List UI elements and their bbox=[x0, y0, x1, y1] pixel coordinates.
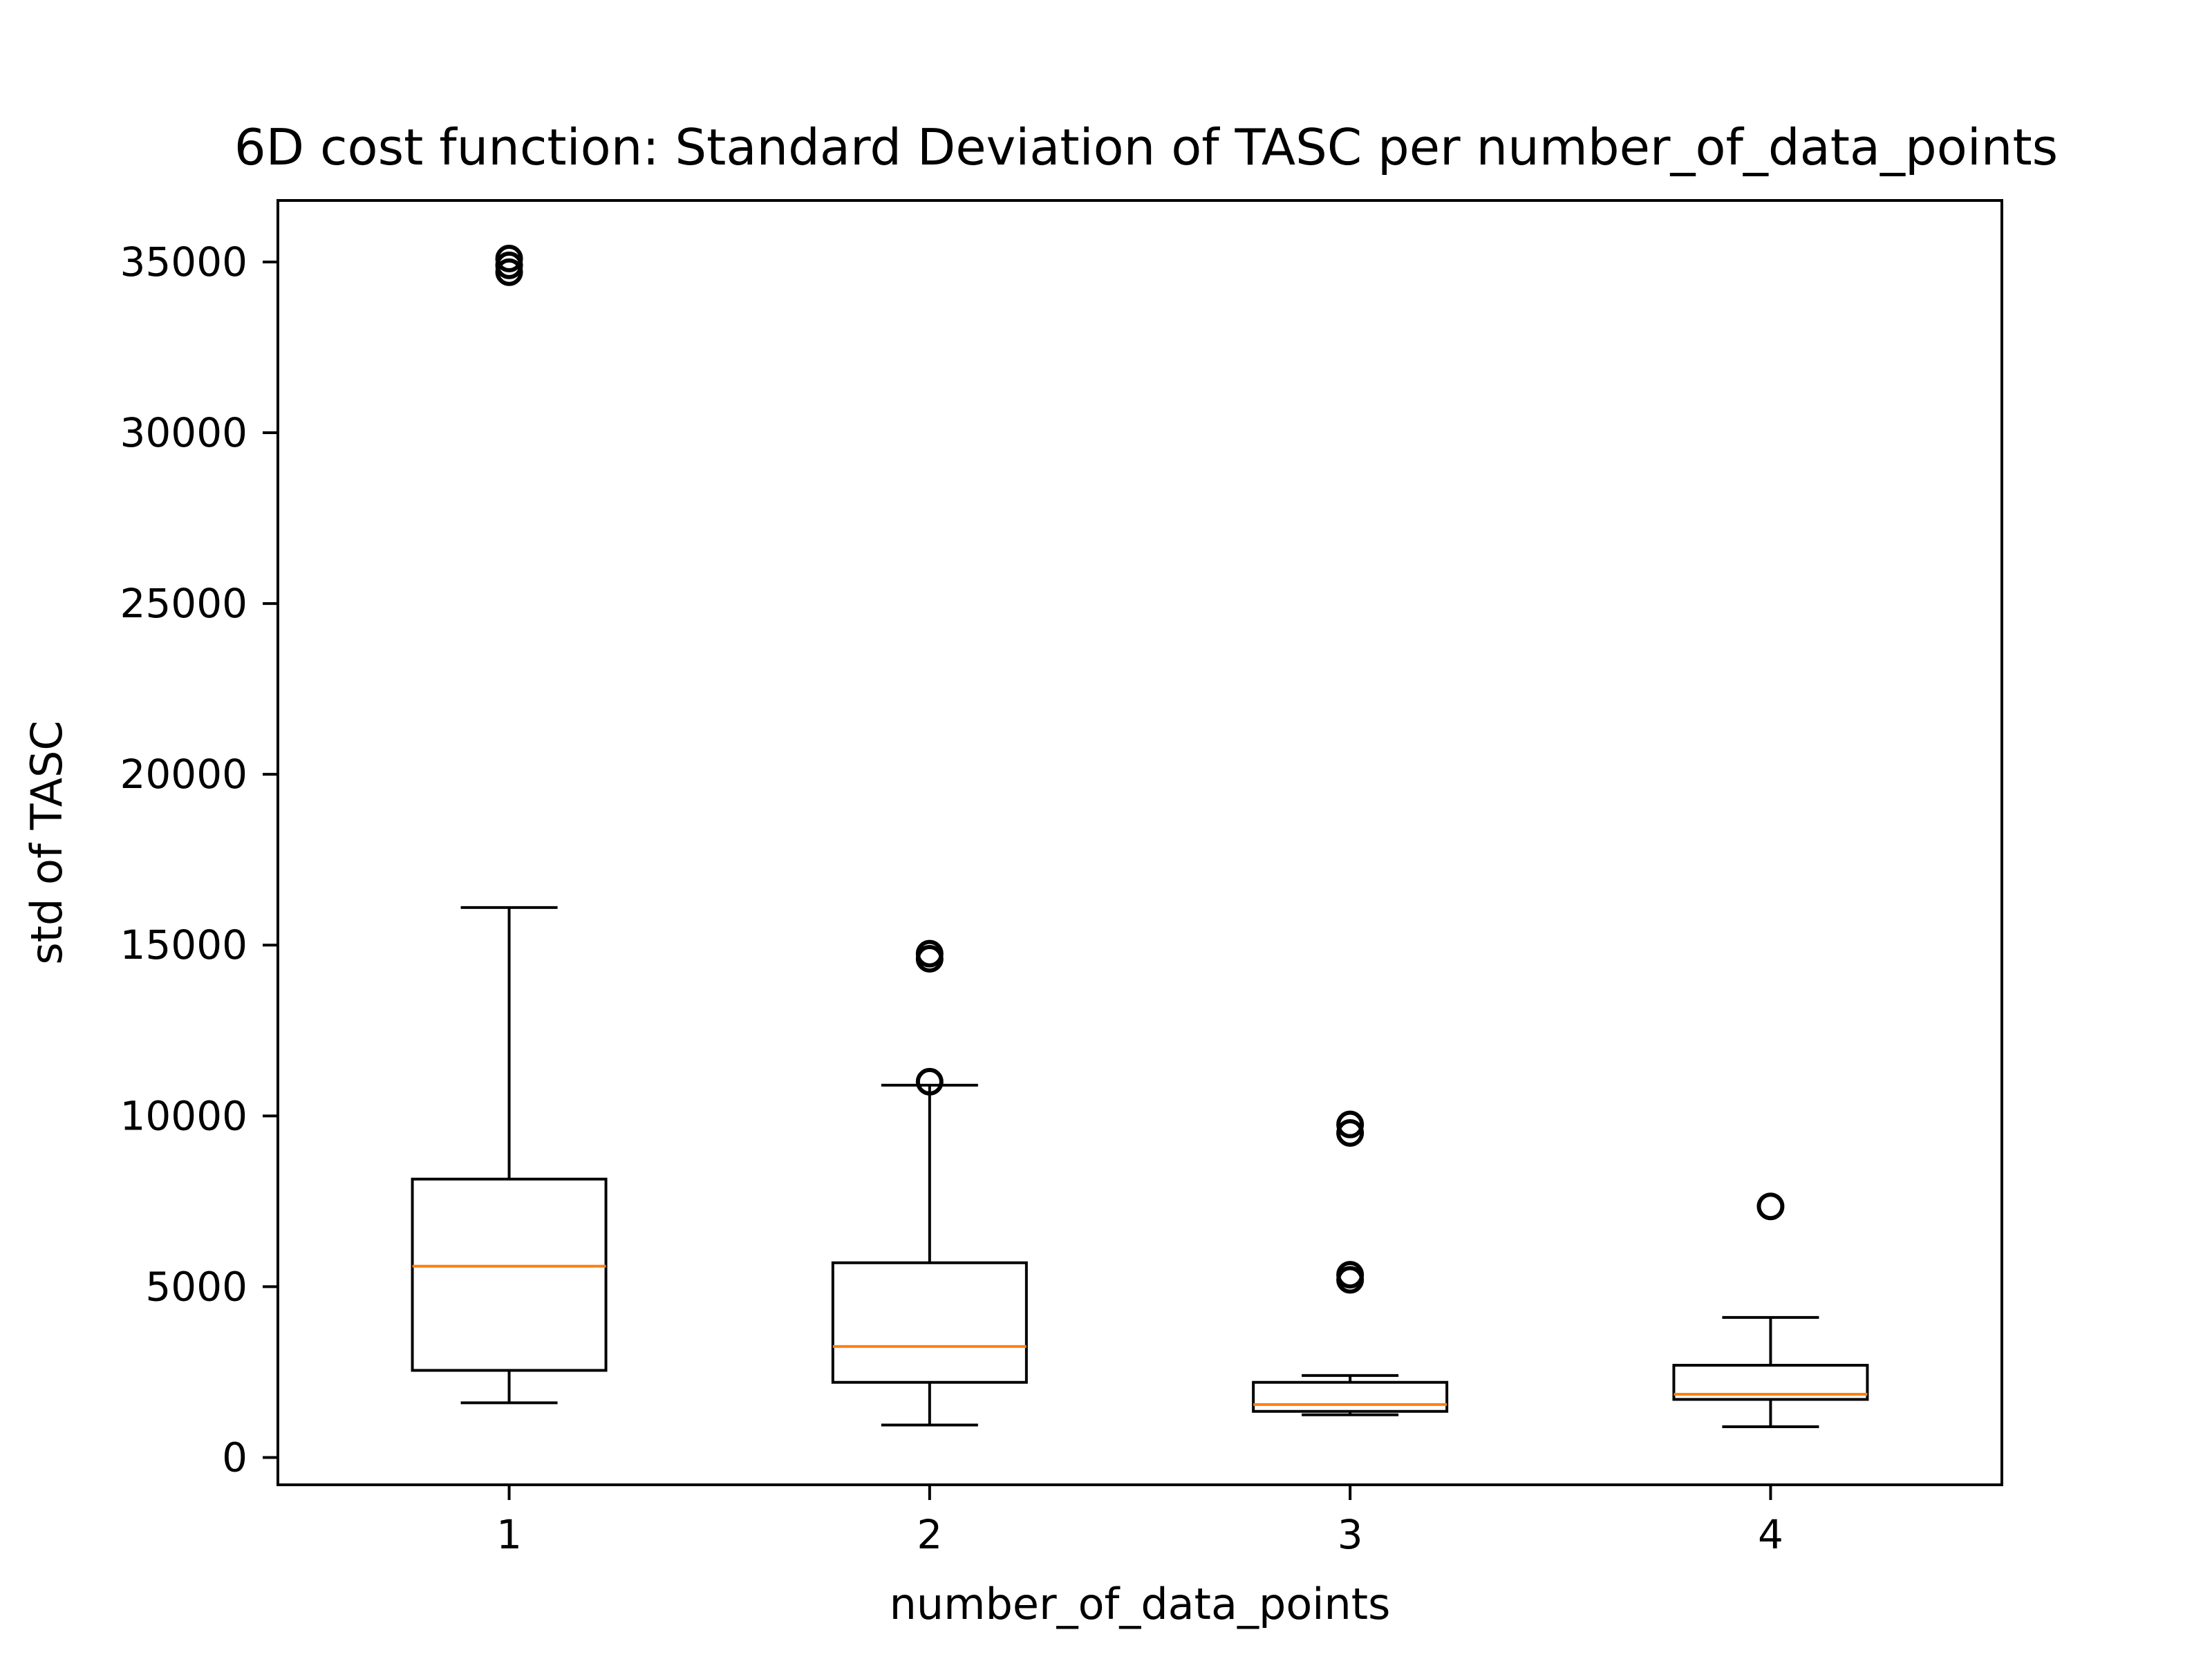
iqr-box bbox=[831, 1261, 1028, 1384]
iqr-box bbox=[1252, 1380, 1449, 1413]
x-tick-label: 1 bbox=[496, 1511, 522, 1558]
outlier-point bbox=[495, 245, 523, 273]
y-axis-label: std of TASC bbox=[21, 720, 72, 964]
outlier-point bbox=[1336, 1119, 1365, 1147]
outlier-point bbox=[1756, 1192, 1785, 1221]
box-group-2 bbox=[831, 939, 1028, 1427]
x-tick-label: 2 bbox=[917, 1511, 942, 1558]
y-tick-label: 5000 bbox=[145, 1263, 247, 1310]
plot-frame bbox=[276, 199, 2003, 1486]
y-axis: 0 5000 10000 15000 20000 25000 30000 35000 bbox=[120, 238, 278, 1481]
box-group-4 bbox=[1672, 1192, 1869, 1428]
y-tick-label: 20000 bbox=[120, 751, 247, 798]
outlier-point bbox=[1336, 1261, 1365, 1289]
iqr-box bbox=[411, 1177, 608, 1372]
y-tick-label: 25000 bbox=[120, 580, 247, 627]
iqr-box bbox=[1672, 1364, 1869, 1401]
outlier-point bbox=[1336, 1110, 1365, 1138]
y-tick-label: 15000 bbox=[120, 921, 247, 968]
outlier-point bbox=[915, 939, 944, 968]
plot-area bbox=[411, 245, 1869, 1428]
x-tick-label: 3 bbox=[1338, 1511, 1363, 1558]
box-group-3 bbox=[1252, 1110, 1449, 1416]
y-tick-label: 0 bbox=[222, 1434, 247, 1481]
x-tick-label: 4 bbox=[1758, 1511, 1783, 1558]
x-axis-label: number_of_data_points bbox=[890, 1579, 1391, 1629]
chart-title: 6D cost function: Standard Deviation of … bbox=[234, 118, 2058, 176]
x-axis: 1 2 3 4 bbox=[496, 1485, 1783, 1558]
y-tick-label: 10000 bbox=[120, 1092, 247, 1139]
outlier-point bbox=[915, 1067, 944, 1096]
box-group-1 bbox=[411, 245, 608, 1405]
y-tick-label: 35000 bbox=[120, 238, 247, 285]
y-tick-label: 30000 bbox=[120, 409, 247, 456]
